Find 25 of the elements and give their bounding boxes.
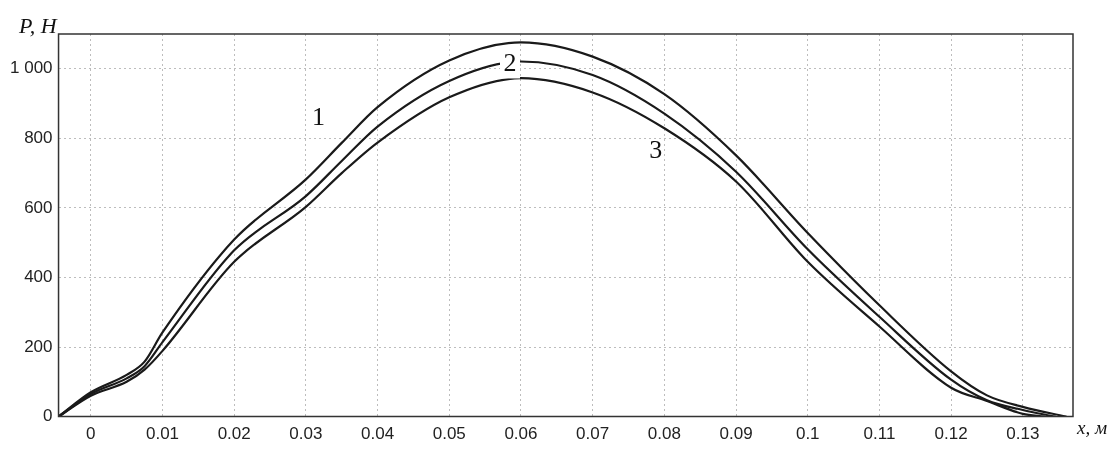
x-tick-label: 0.12 bbox=[934, 424, 968, 444]
y-tick-label: 0 bbox=[43, 406, 53, 426]
y-tick-label: 200 bbox=[24, 336, 53, 356]
x-tick-label: 0.02 bbox=[217, 424, 251, 444]
x-tick-label: 0.11 bbox=[863, 424, 896, 444]
x-tick-label: 0.06 bbox=[504, 424, 538, 444]
x-tick-label: 0.03 bbox=[289, 424, 323, 444]
x-axis-title: x, м bbox=[1076, 416, 1108, 438]
x-tick-label: 0.08 bbox=[647, 424, 681, 444]
y-tick-label: 600 bbox=[24, 197, 53, 217]
series-label: 2 bbox=[503, 48, 517, 78]
y-tick-label: 400 bbox=[24, 267, 53, 287]
series-label: 1 bbox=[311, 102, 325, 132]
y-tick-label: 1 000 bbox=[9, 58, 53, 78]
series-label: 3 bbox=[649, 134, 663, 164]
y-axis-title: P, Н bbox=[18, 12, 58, 38]
x-tick-label: 0.1 bbox=[795, 424, 820, 444]
x-tick-label: 0.01 bbox=[145, 424, 180, 444]
x-tick-label: 0.04 bbox=[361, 424, 395, 444]
x-tick-label: 0.07 bbox=[576, 424, 610, 444]
x-tick-label: 0.13 bbox=[1006, 424, 1040, 444]
x-tick-label: 0.05 bbox=[432, 424, 466, 444]
y-tick-label: 800 bbox=[24, 128, 53, 148]
x-tick-label: 0.09 bbox=[719, 424, 753, 444]
x-tick-label: 0 bbox=[86, 424, 96, 444]
